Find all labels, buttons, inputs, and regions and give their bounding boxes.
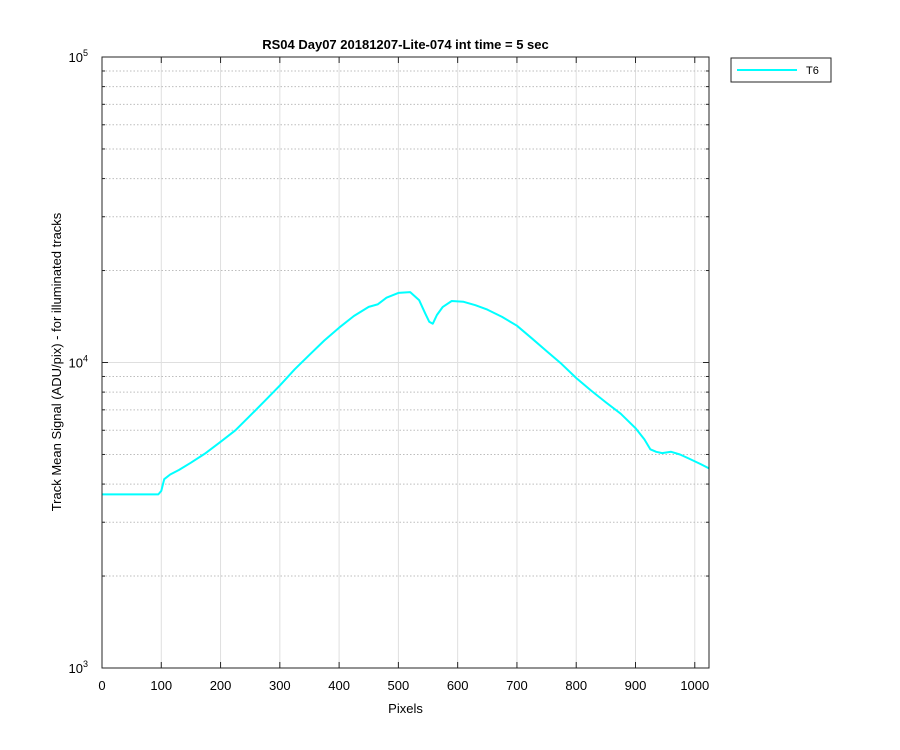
x-tick-label: 400 xyxy=(328,678,350,693)
x-tick-label: 0 xyxy=(98,678,105,693)
grid-lines xyxy=(102,57,709,668)
legend: T6 xyxy=(730,57,832,83)
tick-marks xyxy=(101,56,709,669)
x-tick-labels: 0 100 200 300 400 500 600 700 800 900 1000 xyxy=(98,678,709,693)
series-line-t6 xyxy=(102,291,710,496)
y-axis-label: Track Mean Signal (ADU/pix) - for illumi… xyxy=(49,212,64,511)
y-tick-exponent: 5 xyxy=(83,48,88,58)
x-axis-label: Pixels xyxy=(388,701,423,716)
series-layer xyxy=(102,291,710,496)
x-tick-label: 900 xyxy=(625,678,647,693)
y-tick-exponent: 4 xyxy=(83,354,88,364)
x-tick-label: 200 xyxy=(210,678,232,693)
legend-label-t6: T6 xyxy=(806,65,819,77)
x-tick-label: 800 xyxy=(565,678,587,693)
x-tick-label: 1000 xyxy=(680,678,709,693)
x-tick-label: 600 xyxy=(447,678,469,693)
x-tick-label: 500 xyxy=(388,678,410,693)
x-tick-label: 700 xyxy=(506,678,528,693)
x-tick-label: 100 xyxy=(150,678,172,693)
x-tick-label: 300 xyxy=(269,678,291,693)
chart-title: RS04 Day07 20181207-Lite-074 int time = … xyxy=(262,37,549,52)
y-tick-exponent: 3 xyxy=(83,659,88,669)
